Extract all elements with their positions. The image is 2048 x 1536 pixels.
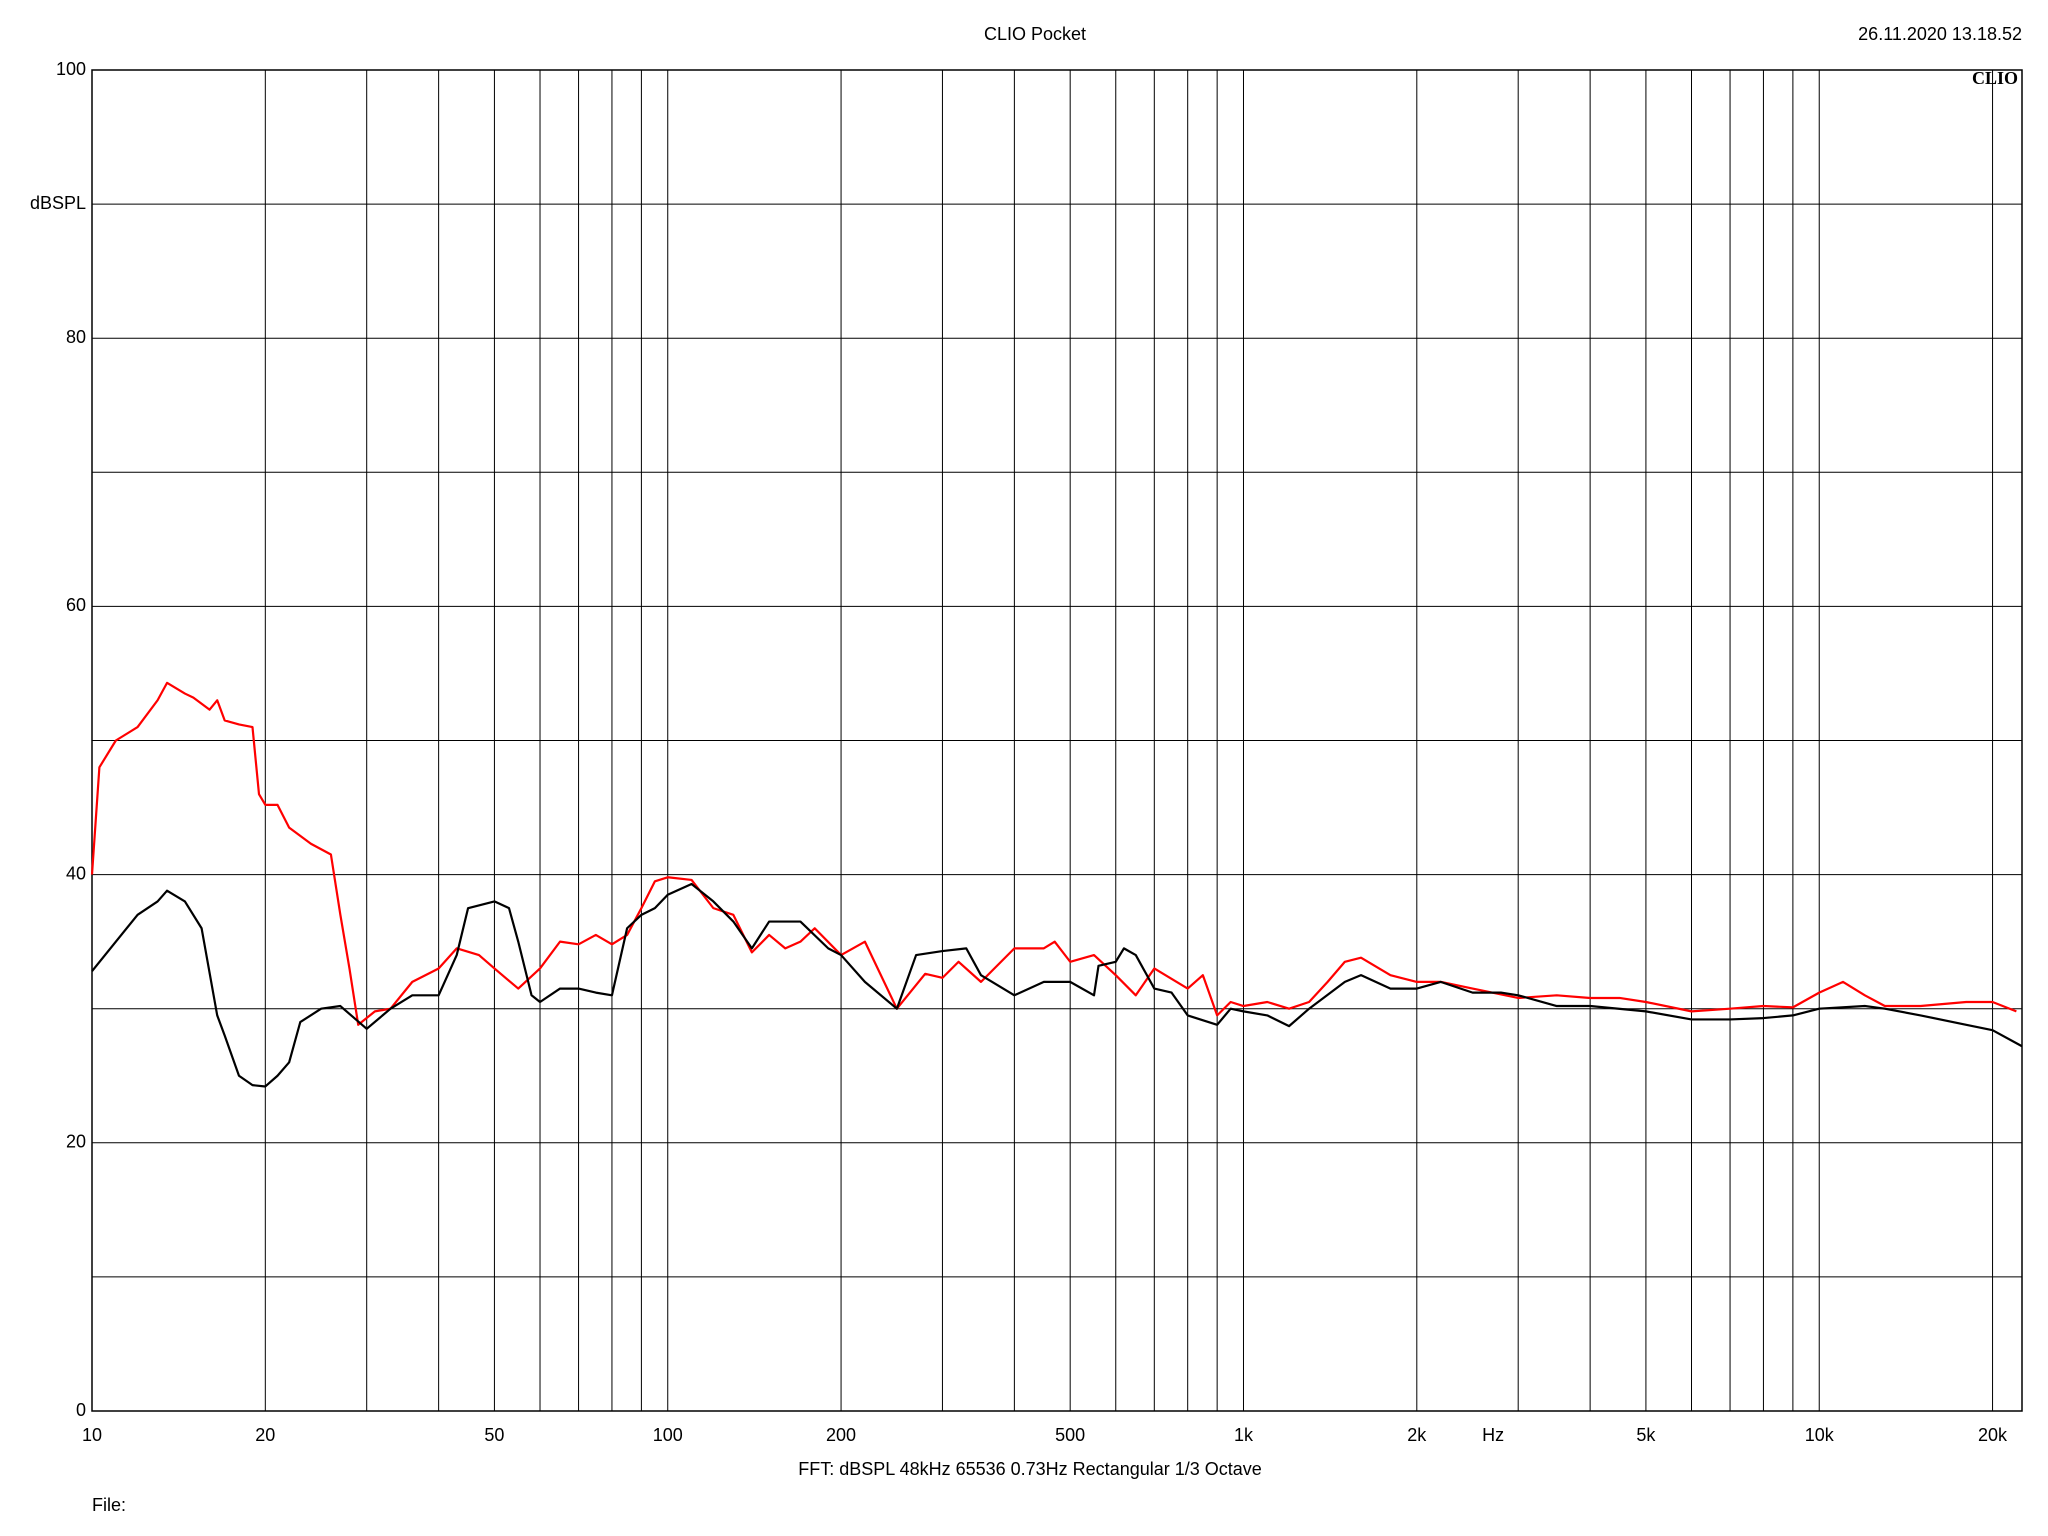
x-tick-label: 10	[82, 1425, 102, 1445]
x-tick-label: 2k	[1407, 1425, 1427, 1445]
y-tick-label: 60	[66, 595, 86, 615]
y-tick-label: 20	[66, 1132, 86, 1152]
y-tick-label: 100	[56, 59, 86, 79]
y-tick-label: 0	[76, 1400, 86, 1420]
x-tick-label: 5k	[1636, 1425, 1656, 1445]
series-line	[90, 681, 2017, 1026]
logo: CLIO	[1972, 68, 2018, 88]
footer: FFT: dBSPL 48kHz 65536 0.73Hz Rectangula…	[798, 1459, 1262, 1479]
file-label: File:	[92, 1495, 126, 1515]
x-tick-label: 200	[826, 1425, 856, 1445]
chart-title: CLIO Pocket	[984, 24, 1086, 44]
y-tick-label: 80	[66, 327, 86, 347]
y-tick-label: 40	[66, 863, 86, 883]
y-axis-label: dBSPL	[30, 193, 86, 213]
x-tick-label: 500	[1055, 1425, 1085, 1445]
series-line	[91, 882, 2023, 1088]
x-axis-label: Hz	[1482, 1425, 1504, 1445]
x-tick-label: 20	[255, 1425, 275, 1445]
x-tick-label: 20k	[1978, 1425, 2008, 1445]
x-tick-label: 100	[653, 1425, 683, 1445]
x-tick-label: 10k	[1805, 1425, 1835, 1445]
plot-frame	[91, 69, 2023, 1412]
timestamp: 26.11.2020 13.18.52	[1858, 24, 2022, 44]
x-tick-label: 50	[484, 1425, 504, 1445]
x-tick-label: 1k	[1234, 1425, 1254, 1445]
